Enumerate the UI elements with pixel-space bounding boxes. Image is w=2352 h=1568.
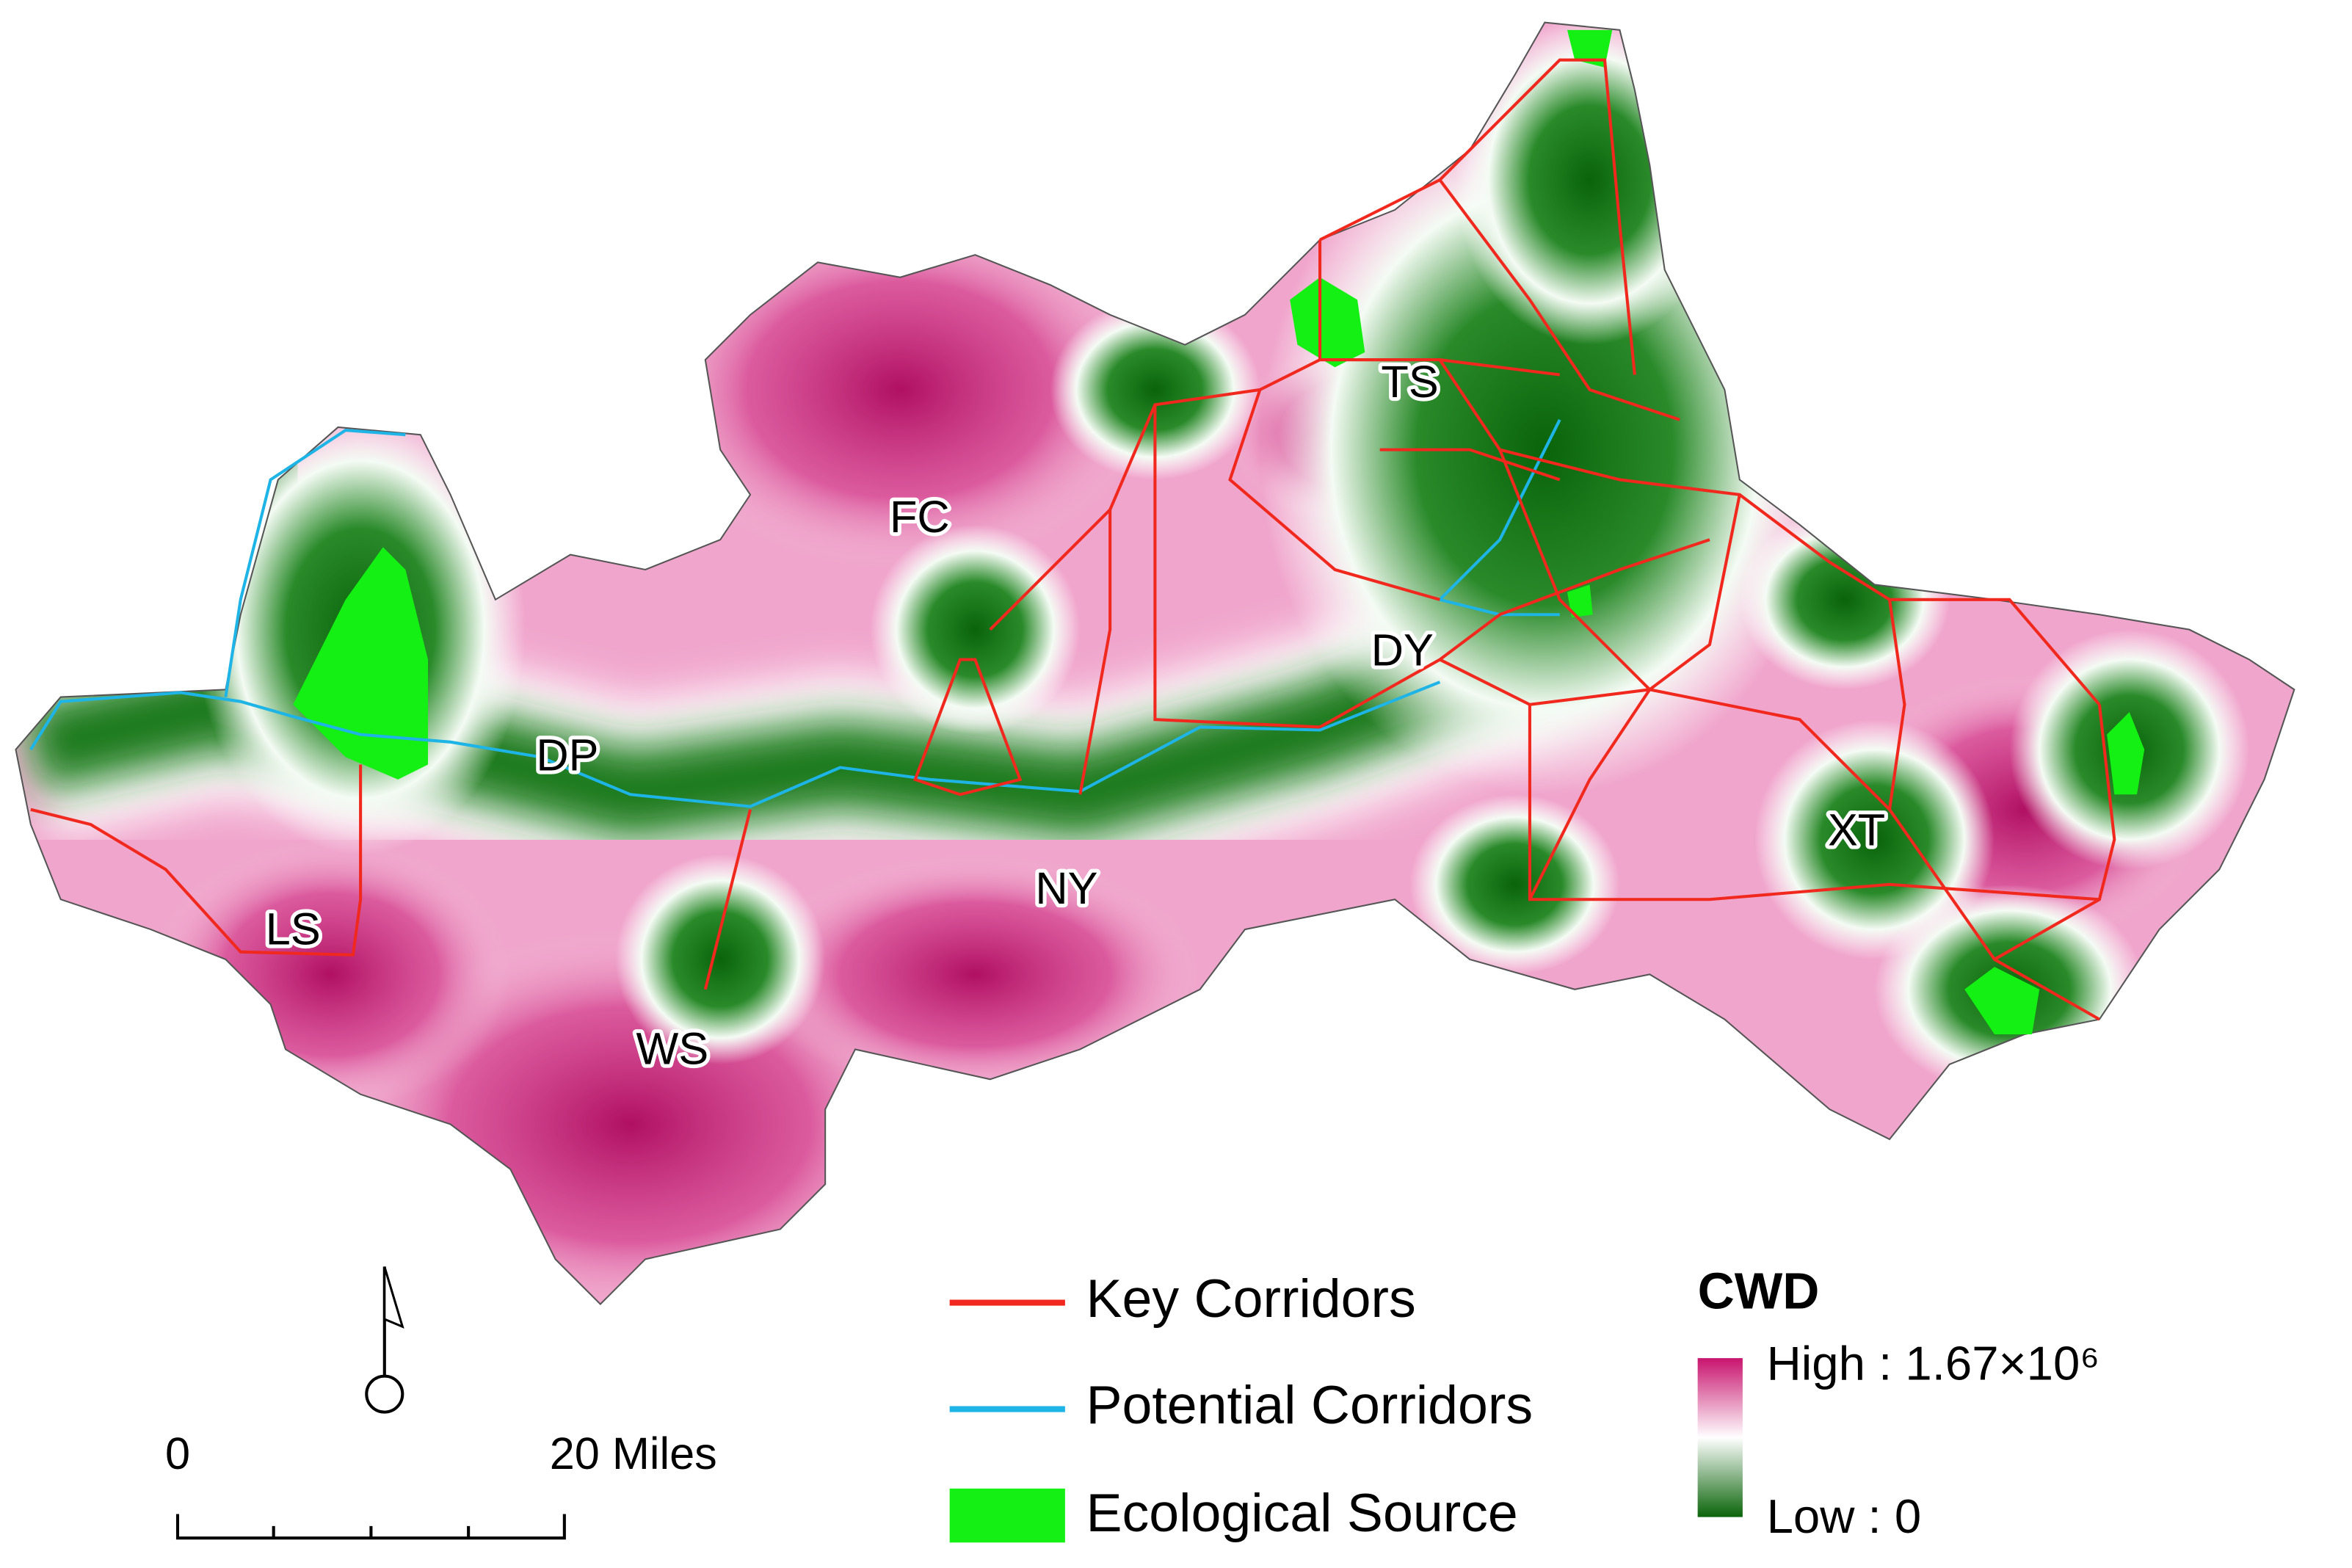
place-label: DY bbox=[1371, 625, 1434, 675]
place-label: NY bbox=[1035, 863, 1097, 913]
cwd-legend: CWD High : 1.67×10⁶ Low : 0 bbox=[1697, 1263, 2100, 1543]
scale-label: 20 Miles bbox=[550, 1429, 717, 1478]
north-arrow bbox=[365, 1266, 404, 1414]
key-corridors bbox=[30, 58, 2116, 1021]
cwd-color-bar bbox=[1697, 1358, 1743, 1517]
place-labels: LS WS DP FC NY TS DY XT bbox=[262, 353, 1890, 1078]
scale-bar: 0 20 Miles bbox=[165, 1429, 717, 1540]
legend-swatch bbox=[949, 1488, 1065, 1543]
cwd-low-label: Low : 0 bbox=[1767, 1489, 1922, 1543]
ecological-sources bbox=[293, 29, 2145, 1035]
place-label: FC bbox=[890, 492, 950, 542]
scale-label: 0 bbox=[165, 1429, 190, 1478]
legend: Key Corridors Potential Corridors Ecolog… bbox=[949, 1268, 1533, 1543]
place-label: XT bbox=[1828, 805, 1885, 855]
legend-label: Potential Corridors bbox=[1086, 1374, 1533, 1435]
place-label: TS bbox=[1381, 357, 1438, 407]
place-label: LS bbox=[266, 904, 321, 954]
place-label: DP bbox=[536, 730, 598, 780]
legend-label: Ecological Source bbox=[1086, 1482, 1517, 1543]
legend-label: Key Corridors bbox=[1086, 1268, 1415, 1329]
cwd-title: CWD bbox=[1698, 1263, 1820, 1320]
place-label: WS bbox=[636, 1024, 709, 1074]
cwd-high-label: High : 1.67×10⁶ bbox=[1767, 1337, 2100, 1390]
